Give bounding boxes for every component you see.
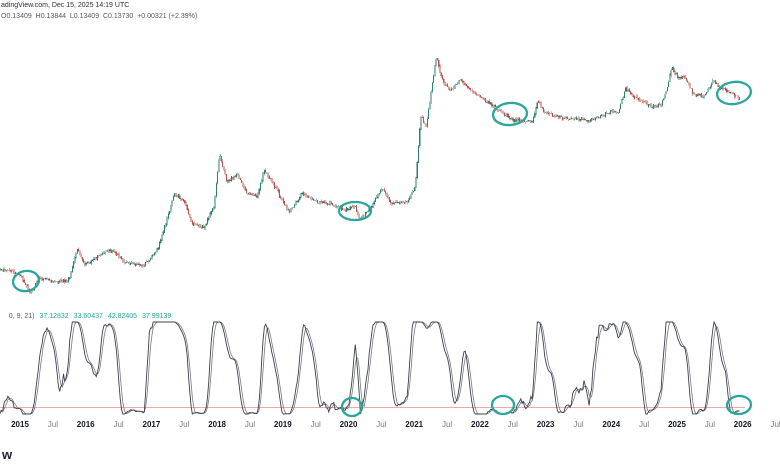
axis-label-year: 2015 [11,420,29,429]
annotation-ellipse[interactable] [337,200,373,222]
axis-label-year: 2020 [339,420,358,429]
oscillator-value-4: 37.99139 [142,313,172,320]
oscillator-params: 0, 9, 21) [8,313,35,320]
axis-label-month: Jul [47,420,59,429]
axis-label-month: Jul [770,420,780,429]
annotation-ellipse[interactable] [11,269,41,293]
oscillator-k-line [0,320,740,415]
axis-label-month: Jul [376,420,387,429]
tradingview-watermark: w [2,447,13,462]
axis-label-month: Jul [113,420,124,429]
annotation-ellipse[interactable] [715,80,753,107]
drawing-annotations [11,80,753,418]
ohlc-legend: O0.13409 H0.13844 L0.13409 C0.13730 +0.0… [1,13,198,20]
axis-label-month: Jul [310,420,321,429]
oscillator-value-3: 42.82405 [107,313,138,320]
axis-label-year: 2024 [602,420,621,429]
source-timestamp: adingView.com, Dec 15, 2025 14:19 UTC [1,2,130,9]
candlestick-series [0,57,740,295]
axis-label-year: 2021 [405,420,424,429]
oscillator-value-1: 37.12832 [39,313,69,320]
axis-label-month: Jul [179,420,190,429]
axis-label-month: Jul [441,420,453,429]
oscillator-legend: 0, 9, 21) 37.12832 33.60437 42.82405 37.9913… [1,306,172,327]
axis-label-year: 2025 [668,420,686,429]
axis-label-month: Jul [704,420,716,429]
axis-label-month: Jul [244,420,256,429]
axis-label-year: 2016 [76,420,95,429]
axis-label-year: 2022 [470,420,489,429]
axis-label-year: 2026 [733,420,752,429]
annotation-ellipse[interactable] [491,101,529,127]
axis-label-year: 2017 [142,420,161,429]
time-axis[interactable]: 2015 Jul 2016 Jul 2017 Jul 2018 Jul 2019 Jul 2020 J… [0,420,780,434]
axis-label-year: 2023 [536,420,555,429]
oscillator-value-2: 33.60437 [73,313,103,320]
annotation-ellipse[interactable] [725,394,753,416]
oscillator-d-line [0,321,740,415]
oscillator-series [0,320,745,415]
annotation-ellipse[interactable] [340,396,364,418]
axis-label-year: 2019 [273,420,292,429]
axis-label-month: Jul [507,420,518,429]
axis-label-month: Jul [573,420,584,429]
axis-label-month: Jul [638,420,650,429]
annotation-ellipse[interactable] [490,394,516,416]
axis-label-year: 2018 [208,420,226,429]
